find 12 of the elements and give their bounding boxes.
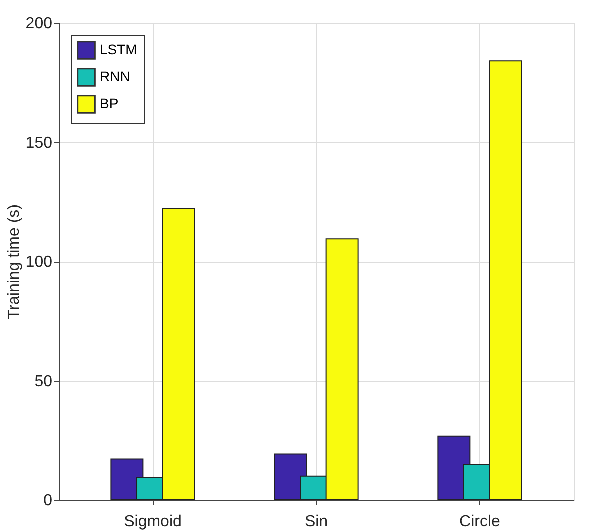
y-axis-title: Training time (s) (6, 204, 23, 320)
y-tick-label: 0 (44, 492, 53, 510)
x-tick-label: Sin (304, 514, 328, 530)
y-tick-label: 150 (26, 134, 53, 152)
legend-label: LSTM (100, 42, 138, 58)
legend-label: RNN (100, 68, 130, 84)
y-tick-label: 100 (26, 254, 53, 271)
y-tick-label: 50 (34, 373, 53, 390)
x-tick-label: Circle (460, 514, 501, 530)
x-tick-label: Sigmoid (124, 514, 182, 530)
y-tick-label: 200 (26, 16, 53, 32)
legend-label: BP (100, 96, 119, 112)
